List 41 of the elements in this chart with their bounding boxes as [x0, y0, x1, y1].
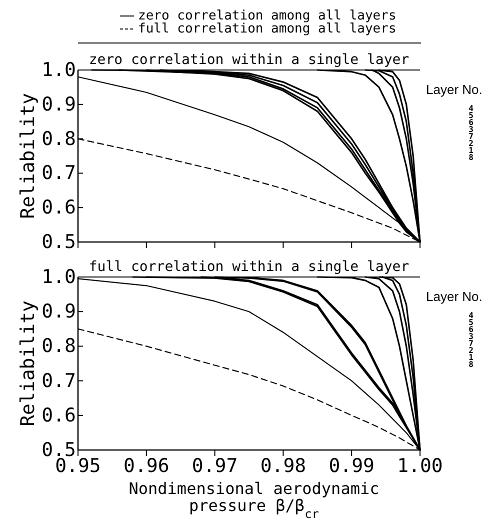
text: 3 [468, 125, 474, 134]
text: 2 [468, 139, 474, 148]
x-tick-label: 0.97 [192, 455, 238, 477]
y-tick-label: 0.7 [42, 370, 76, 392]
text: 1 [468, 353, 474, 362]
y-tick-label: 0.8 [42, 128, 76, 150]
text: 8 [468, 360, 474, 369]
text: 5 [468, 318, 474, 327]
text: Layer No. [426, 289, 482, 304]
x-axis-title: Nondimensional aerodynamic pressure β/β$_{cr}$ [128, 479, 380, 521]
y-tick-label: 0.9 [42, 93, 76, 116]
chart-title: zero correlation within a single layer [88, 52, 410, 68]
text: 7 [468, 339, 474, 348]
y-tick-label: 0.6 [42, 404, 76, 426]
text: 6 [468, 325, 474, 334]
y-tick-label: 0.5 [42, 231, 76, 253]
y-tick-label: 1.0 [42, 59, 76, 81]
text: 3 [468, 332, 474, 341]
x-tick-label: 1.00 [397, 455, 443, 477]
x-tick-label: 0.99 [328, 455, 374, 477]
text: 5 [468, 111, 474, 120]
text: 7 [468, 132, 474, 141]
text: 4 [468, 311, 474, 320]
y-axis-title: Reliability [17, 300, 39, 426]
legend-label: full correlation among all layers [138, 22, 396, 36]
text: 2 [468, 346, 474, 355]
y-tick-label: 0.8 [42, 335, 76, 358]
x-tick-label: 0.98 [260, 455, 306, 477]
text: Layer No. [426, 82, 482, 97]
text: 4 [468, 104, 474, 113]
y-tick-label: 0.6 [42, 196, 76, 219]
text: 6 [468, 118, 474, 127]
chart-title: full correlation within a single layer [88, 259, 410, 275]
legend-label: zero correlation among all layers [138, 8, 396, 24]
y-axis-title: Reliability [17, 93, 39, 219]
y-tick-label: 1.0 [42, 266, 76, 288]
x-tick-label: 0.96 [124, 455, 170, 477]
text: 1 [468, 146, 474, 155]
y-tick-label: 0.7 [42, 162, 76, 184]
text: 8 [468, 153, 474, 162]
y-tick-label: 0.9 [42, 300, 76, 323]
